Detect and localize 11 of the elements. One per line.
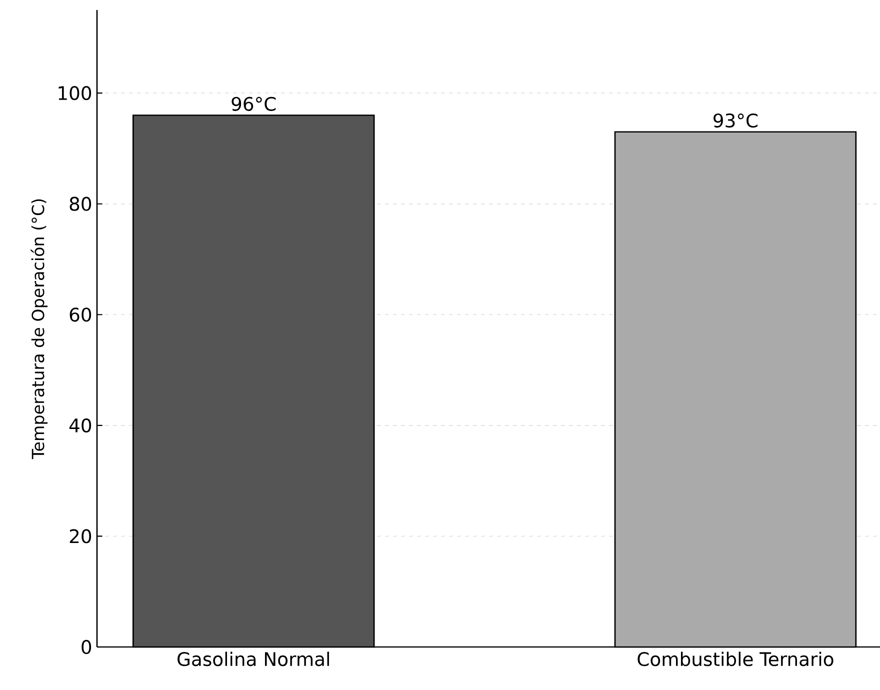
y-axis-title: Temperatura de Operación (°C): [30, 199, 48, 460]
y-tick-label: 0: [82, 640, 92, 654]
y-tick-label: 80: [70, 196, 92, 211]
y-tick-label: 60: [70, 308, 92, 322]
y-tick-label: 20: [70, 529, 92, 544]
data-label: 93°C: [714, 113, 758, 128]
y-tick-label: 40: [69, 418, 92, 432]
data-label: 96°C: [232, 96, 276, 111]
x-tick-label: Gasolina Normal: [178, 652, 329, 666]
y-tick-label: 100: [58, 86, 92, 100]
x-tick-label: Combustible Ternario: [638, 652, 834, 666]
